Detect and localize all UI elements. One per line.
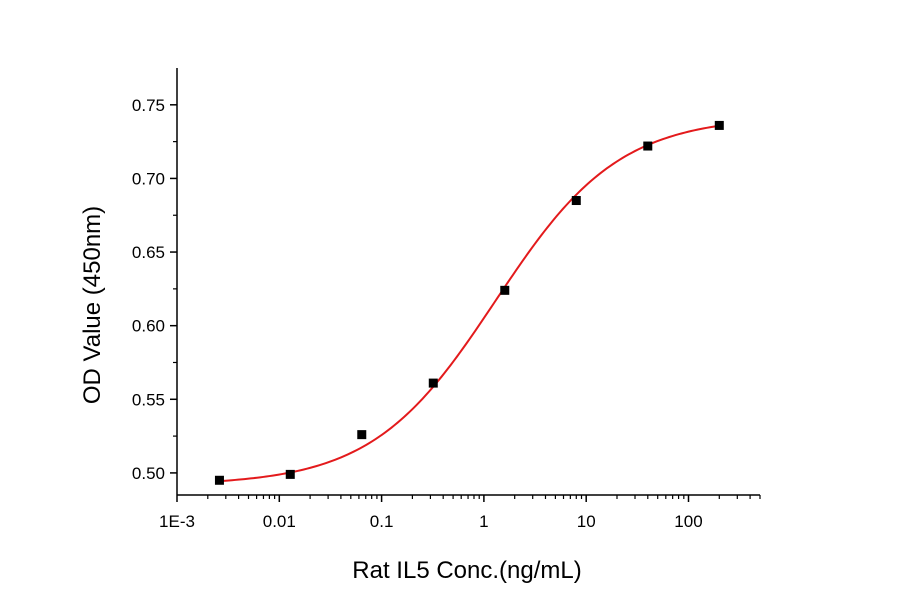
axes (170, 68, 761, 502)
y-tick-label: 0.60 (132, 317, 165, 336)
x-tick-label: 1 (479, 512, 488, 531)
data-points (214, 120, 724, 485)
x-tick-label: 10 (577, 512, 596, 531)
y-axis-title: OD Value (450nm) (79, 206, 106, 404)
fit-curve-layer (219, 124, 720, 483)
x-tick-label: 100 (674, 512, 702, 531)
data-point (357, 430, 367, 440)
y-tick-label: 0.65 (132, 243, 165, 262)
data-point (285, 469, 295, 479)
y-tick-label: 0.75 (132, 96, 165, 115)
x-tick-label: 1E-3 (159, 512, 195, 531)
y-tick-label: 0.50 (132, 464, 165, 483)
x-tick-label: 0.01 (263, 512, 296, 531)
fit-curve-line (219, 124, 720, 483)
x-axis-title: Rat IL5 Conc.(ng/mL) (352, 557, 581, 584)
x-tick-label: 0.1 (370, 512, 394, 531)
data-point (571, 196, 581, 206)
y-tick-label: 0.55 (132, 390, 165, 409)
data-point (643, 141, 653, 151)
y-tick-label: 0.70 (132, 169, 165, 188)
data-point (428, 378, 438, 388)
data-point (214, 475, 224, 485)
data-point (714, 120, 724, 130)
tick-labels: 0.50 0.55 0.60 0.65 0.70 0.75 1E-3 0.01 0.1 1 10 10… (132, 96, 703, 531)
data-point (500, 285, 510, 295)
